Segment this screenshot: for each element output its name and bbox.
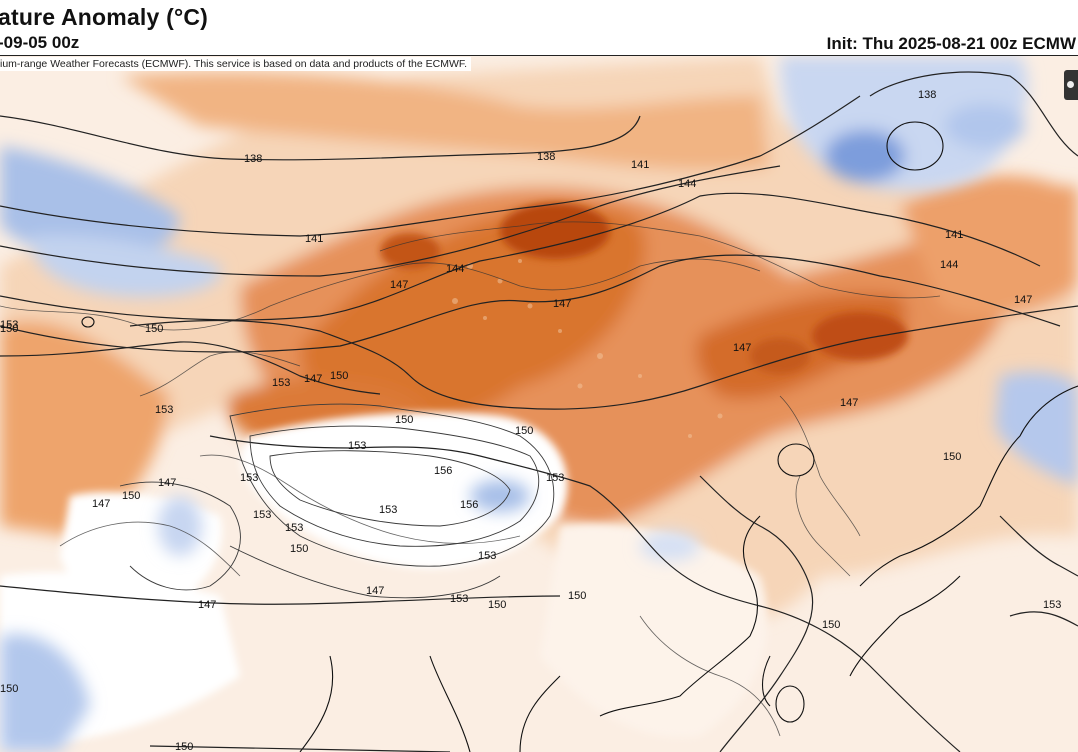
contour-labels: 138 138 138 141 141 141 144 144 144 147 … <box>0 89 1061 752</box>
valid-time: -09-05 00z <box>0 33 80 52</box>
data-credit: ium-range Weather Forecasts (ECMWF). Thi… <box>0 57 472 71</box>
contour-label: 147 <box>733 342 751 354</box>
contour-label: 147 <box>553 298 571 310</box>
contour-label: 153 <box>1043 599 1061 611</box>
contour-label: 156 <box>460 499 478 511</box>
contour-label: 153 <box>155 404 173 416</box>
contour-label: 150 <box>122 490 140 502</box>
contour-label: 147 <box>1014 294 1032 306</box>
contour-label: 147 <box>390 279 408 291</box>
contour-label: 153 <box>0 319 18 331</box>
contour-label: 138 <box>537 151 555 163</box>
contour-label: 153 <box>450 593 468 605</box>
contour-label: 150 <box>145 323 163 335</box>
anomaly-shading <box>0 56 1078 752</box>
country-borders <box>0 221 941 737</box>
contour-label: 150 <box>488 599 506 611</box>
contour-label: 153 <box>253 509 271 521</box>
terrain-contours <box>119 403 555 599</box>
contour-label: 150 <box>943 451 961 463</box>
contour-label: 156 <box>434 465 452 477</box>
contour-label: 144 <box>940 259 958 271</box>
contour-label: 147 <box>198 599 216 611</box>
contour-label: 153 <box>348 440 366 452</box>
geopotential-contours <box>0 71 1078 752</box>
contour-label: 153 <box>546 472 564 484</box>
header-divider <box>0 55 1078 56</box>
contour-label: 153 <box>272 377 290 389</box>
contour-label: 150 <box>395 414 413 426</box>
contour-label: 147 <box>840 397 858 409</box>
contour-label: 150 <box>175 741 193 752</box>
contour-label: 138 <box>244 153 262 165</box>
contour-label: 141 <box>631 159 649 171</box>
contour-label: 153 <box>379 504 397 516</box>
dot-icon <box>1067 81 1074 88</box>
contour-label: 153 <box>285 522 303 534</box>
map-control-handle[interactable] <box>1064 70 1078 100</box>
contour-label: 150 <box>290 543 308 555</box>
contour-label: 150 <box>0 683 18 695</box>
contour-label: 150 <box>330 370 348 382</box>
contour-label: 150 <box>822 619 840 631</box>
contour-label: 150 <box>568 590 586 602</box>
temperature-anomaly-map[interactable]: 138 138 138 141 141 141 144 144 144 147 … <box>0 56 1078 752</box>
contour-label: 150 <box>515 425 533 437</box>
contour-label: 138 <box>918 89 936 101</box>
contour-label: 144 <box>446 263 464 275</box>
contour-label: 153 <box>240 472 258 484</box>
map-title: ature Anomaly (°C) <box>0 4 209 30</box>
contour-label: 147 <box>92 498 110 510</box>
contour-label: 141 <box>945 229 963 241</box>
header: ature Anomaly (°C) -09-05 00z Init: Thu … <box>0 0 1078 57</box>
contour-label: 144 <box>678 178 696 190</box>
contour-label: 147 <box>158 477 176 489</box>
contour-label: 147 <box>366 585 384 597</box>
contour-label: 150 <box>0 323 18 335</box>
contour-label: 147 <box>304 373 322 385</box>
contour-label: 141 <box>305 233 323 245</box>
contour-label: 153 <box>478 550 496 562</box>
init-time: Init: Thu 2025-08-21 00z ECMW <box>826 34 1076 53</box>
